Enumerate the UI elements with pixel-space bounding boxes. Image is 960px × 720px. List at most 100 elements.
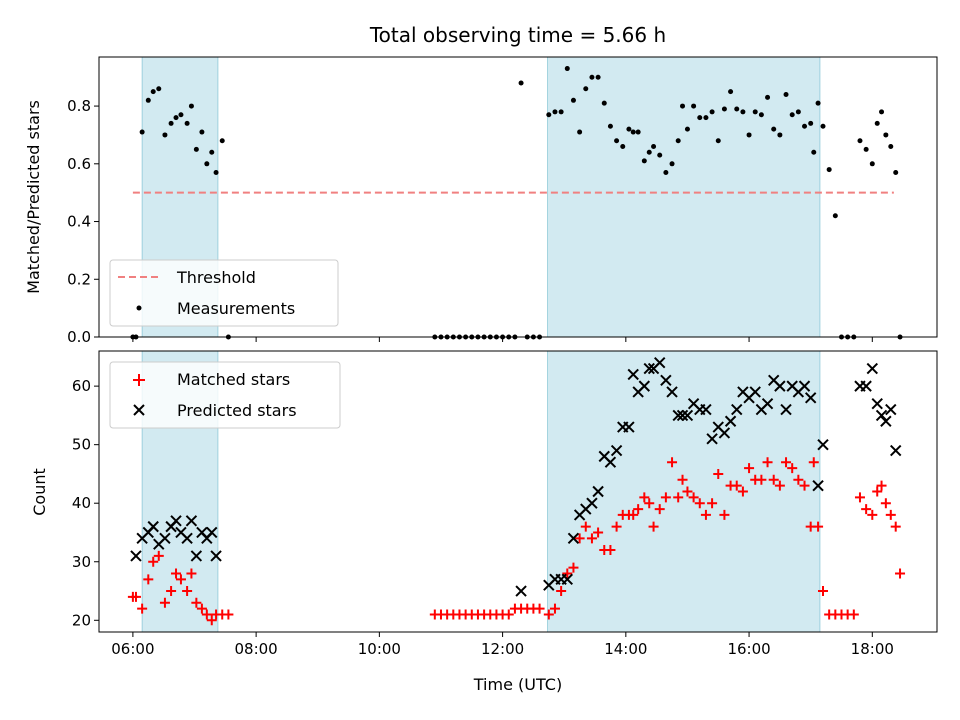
matched-point (175, 574, 186, 585)
matched-point (756, 474, 767, 485)
measurement-point (777, 132, 783, 138)
measurement-point (178, 112, 184, 118)
bottom-x-ticks: 06:00 08:00 10:00 12:00 14:00 16:00 18:00 (111, 632, 894, 658)
top-y-tick-label: 0.0 (67, 328, 91, 346)
matched-point (707, 498, 718, 509)
measurement-point (635, 129, 641, 135)
measurement-point (888, 143, 894, 149)
matched-point (648, 521, 659, 532)
matched-point (876, 480, 887, 491)
matched-point (148, 556, 159, 567)
measurement-point (874, 120, 880, 126)
top-spans (141, 56, 821, 338)
predicted-point (761, 397, 774, 410)
top-legend: Threshold Measurements (109, 259, 339, 327)
measurement-point (709, 109, 715, 115)
measurement-point (213, 169, 219, 175)
measurement-point (204, 161, 210, 167)
predicted-point (890, 444, 902, 457)
matched-point (719, 509, 730, 520)
matched-point (688, 492, 699, 503)
measurement-point (684, 126, 690, 132)
matched-point (781, 457, 792, 468)
matched-point (768, 474, 779, 485)
matched-point (196, 603, 207, 614)
x-tick-label: 10:00 (358, 640, 401, 658)
x-tick-label: 18:00 (851, 640, 894, 658)
legend-threshold-label: Threshold (176, 268, 256, 287)
matched-point (660, 492, 671, 503)
matched-point (744, 463, 755, 474)
predicted-point (718, 427, 731, 439)
matched-point (143, 574, 154, 585)
measurement-point (564, 66, 570, 72)
matched-point (682, 486, 693, 497)
matched-point (890, 521, 901, 532)
measurement-point (746, 132, 752, 138)
measurement-point (589, 74, 595, 80)
matched-point (700, 509, 711, 520)
matched-point (737, 486, 748, 497)
matched-point (854, 492, 865, 503)
measurement-point (193, 146, 199, 152)
matched-point (159, 597, 170, 608)
matched-point (580, 521, 591, 532)
measurement-point (657, 152, 663, 158)
matched-point (861, 504, 872, 515)
predicted-point (170, 515, 182, 527)
matched-point (586, 533, 597, 544)
matched-point (813, 521, 824, 532)
measurement-point (734, 106, 740, 112)
legend-matched-marker (133, 374, 145, 386)
matched-point (731, 480, 742, 491)
matched-point (556, 586, 567, 597)
predicted-point (638, 380, 651, 392)
matched-point (808, 457, 819, 468)
top-axes-frame (98, 56, 938, 338)
predicted-point (731, 403, 743, 416)
matched-point (166, 586, 177, 597)
measurement-point (715, 138, 721, 144)
bottom-panel: 20 30 40 50 60 06:00 08:00 10:00 12:00 14:00 16:0… (30, 350, 938, 694)
predicted-point (866, 362, 879, 375)
top-legend-box (109, 259, 339, 327)
x-tick-label: 16:00 (727, 640, 770, 658)
predicted-point (130, 550, 142, 562)
measurement-point (145, 97, 151, 103)
predicted-point (586, 497, 598, 509)
matched-point (153, 550, 164, 561)
bottom-y-axis-label: Count (30, 468, 49, 516)
bottom-marks (127, 357, 906, 626)
top-y-tick-label: 0.6 (67, 155, 91, 173)
measurement-point (156, 86, 162, 92)
predicted-point (860, 380, 872, 392)
measurement-point (857, 138, 863, 144)
legend-measurements-label: Measurements (177, 299, 295, 318)
top-y-axis-label: Matched/Predicted stars (24, 100, 43, 294)
predicted-point (210, 550, 222, 562)
x-axis-label: Time (UTC) (473, 675, 562, 694)
predicted-point (654, 357, 666, 369)
top-marks (130, 66, 903, 340)
predicted-point (804, 392, 817, 404)
matched-point (793, 474, 804, 485)
matched-point (880, 498, 891, 509)
matched-point (137, 603, 148, 614)
predicted-point (206, 526, 218, 539)
measurement-point (808, 120, 814, 126)
predicted-point (676, 409, 689, 422)
matched-point (677, 474, 688, 485)
measurement-point (802, 123, 808, 129)
measurement-point (680, 103, 686, 109)
measurement-point (601, 100, 607, 106)
matched-point (673, 492, 684, 503)
matched-point (654, 504, 665, 515)
predicted-point (190, 550, 203, 562)
measurement-point (219, 138, 225, 144)
matched-point (543, 609, 554, 620)
predicted-point (700, 403, 712, 416)
measurement-point (721, 106, 727, 112)
measurement-point (139, 129, 145, 135)
measurement-point (815, 100, 821, 106)
